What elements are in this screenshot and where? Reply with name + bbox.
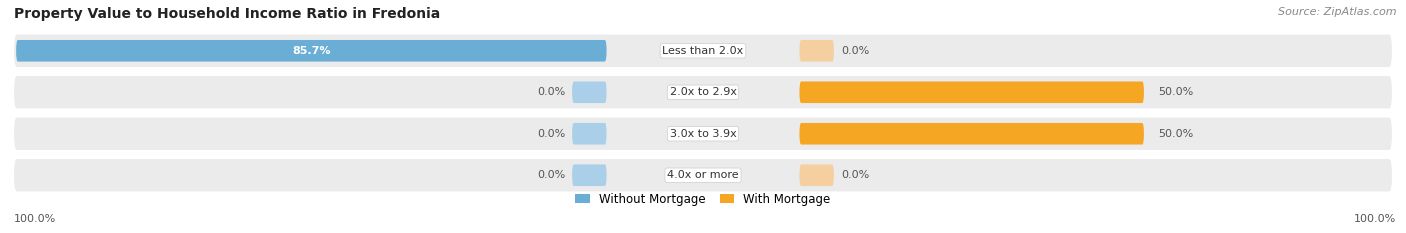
FancyBboxPatch shape bbox=[14, 76, 1392, 108]
Text: 50.0%: 50.0% bbox=[1157, 129, 1192, 139]
Text: 3.0x to 3.9x: 3.0x to 3.9x bbox=[669, 129, 737, 139]
Text: 0.0%: 0.0% bbox=[537, 129, 565, 139]
Text: 2.0x to 2.9x: 2.0x to 2.9x bbox=[669, 87, 737, 97]
Text: 0.0%: 0.0% bbox=[841, 170, 869, 180]
Text: Property Value to Household Income Ratio in Fredonia: Property Value to Household Income Ratio… bbox=[14, 7, 440, 21]
Text: 100.0%: 100.0% bbox=[1354, 214, 1396, 224]
Text: 85.7%: 85.7% bbox=[292, 46, 330, 56]
Text: 100.0%: 100.0% bbox=[14, 214, 56, 224]
FancyBboxPatch shape bbox=[572, 123, 606, 144]
FancyBboxPatch shape bbox=[14, 118, 1392, 150]
Text: 0.0%: 0.0% bbox=[537, 170, 565, 180]
Text: Source: ZipAtlas.com: Source: ZipAtlas.com bbox=[1278, 7, 1396, 17]
FancyBboxPatch shape bbox=[572, 82, 606, 103]
Legend: Without Mortgage, With Mortgage: Without Mortgage, With Mortgage bbox=[575, 193, 831, 206]
Text: 0.0%: 0.0% bbox=[841, 46, 869, 56]
FancyBboxPatch shape bbox=[800, 40, 834, 62]
FancyBboxPatch shape bbox=[15, 40, 606, 62]
FancyBboxPatch shape bbox=[800, 123, 1144, 144]
FancyBboxPatch shape bbox=[14, 159, 1392, 192]
FancyBboxPatch shape bbox=[14, 34, 1392, 67]
FancyBboxPatch shape bbox=[800, 164, 834, 186]
Text: Less than 2.0x: Less than 2.0x bbox=[662, 46, 744, 56]
Text: 4.0x or more: 4.0x or more bbox=[668, 170, 738, 180]
FancyBboxPatch shape bbox=[572, 164, 606, 186]
Text: 0.0%: 0.0% bbox=[537, 87, 565, 97]
Text: 50.0%: 50.0% bbox=[1157, 87, 1192, 97]
FancyBboxPatch shape bbox=[800, 82, 1144, 103]
